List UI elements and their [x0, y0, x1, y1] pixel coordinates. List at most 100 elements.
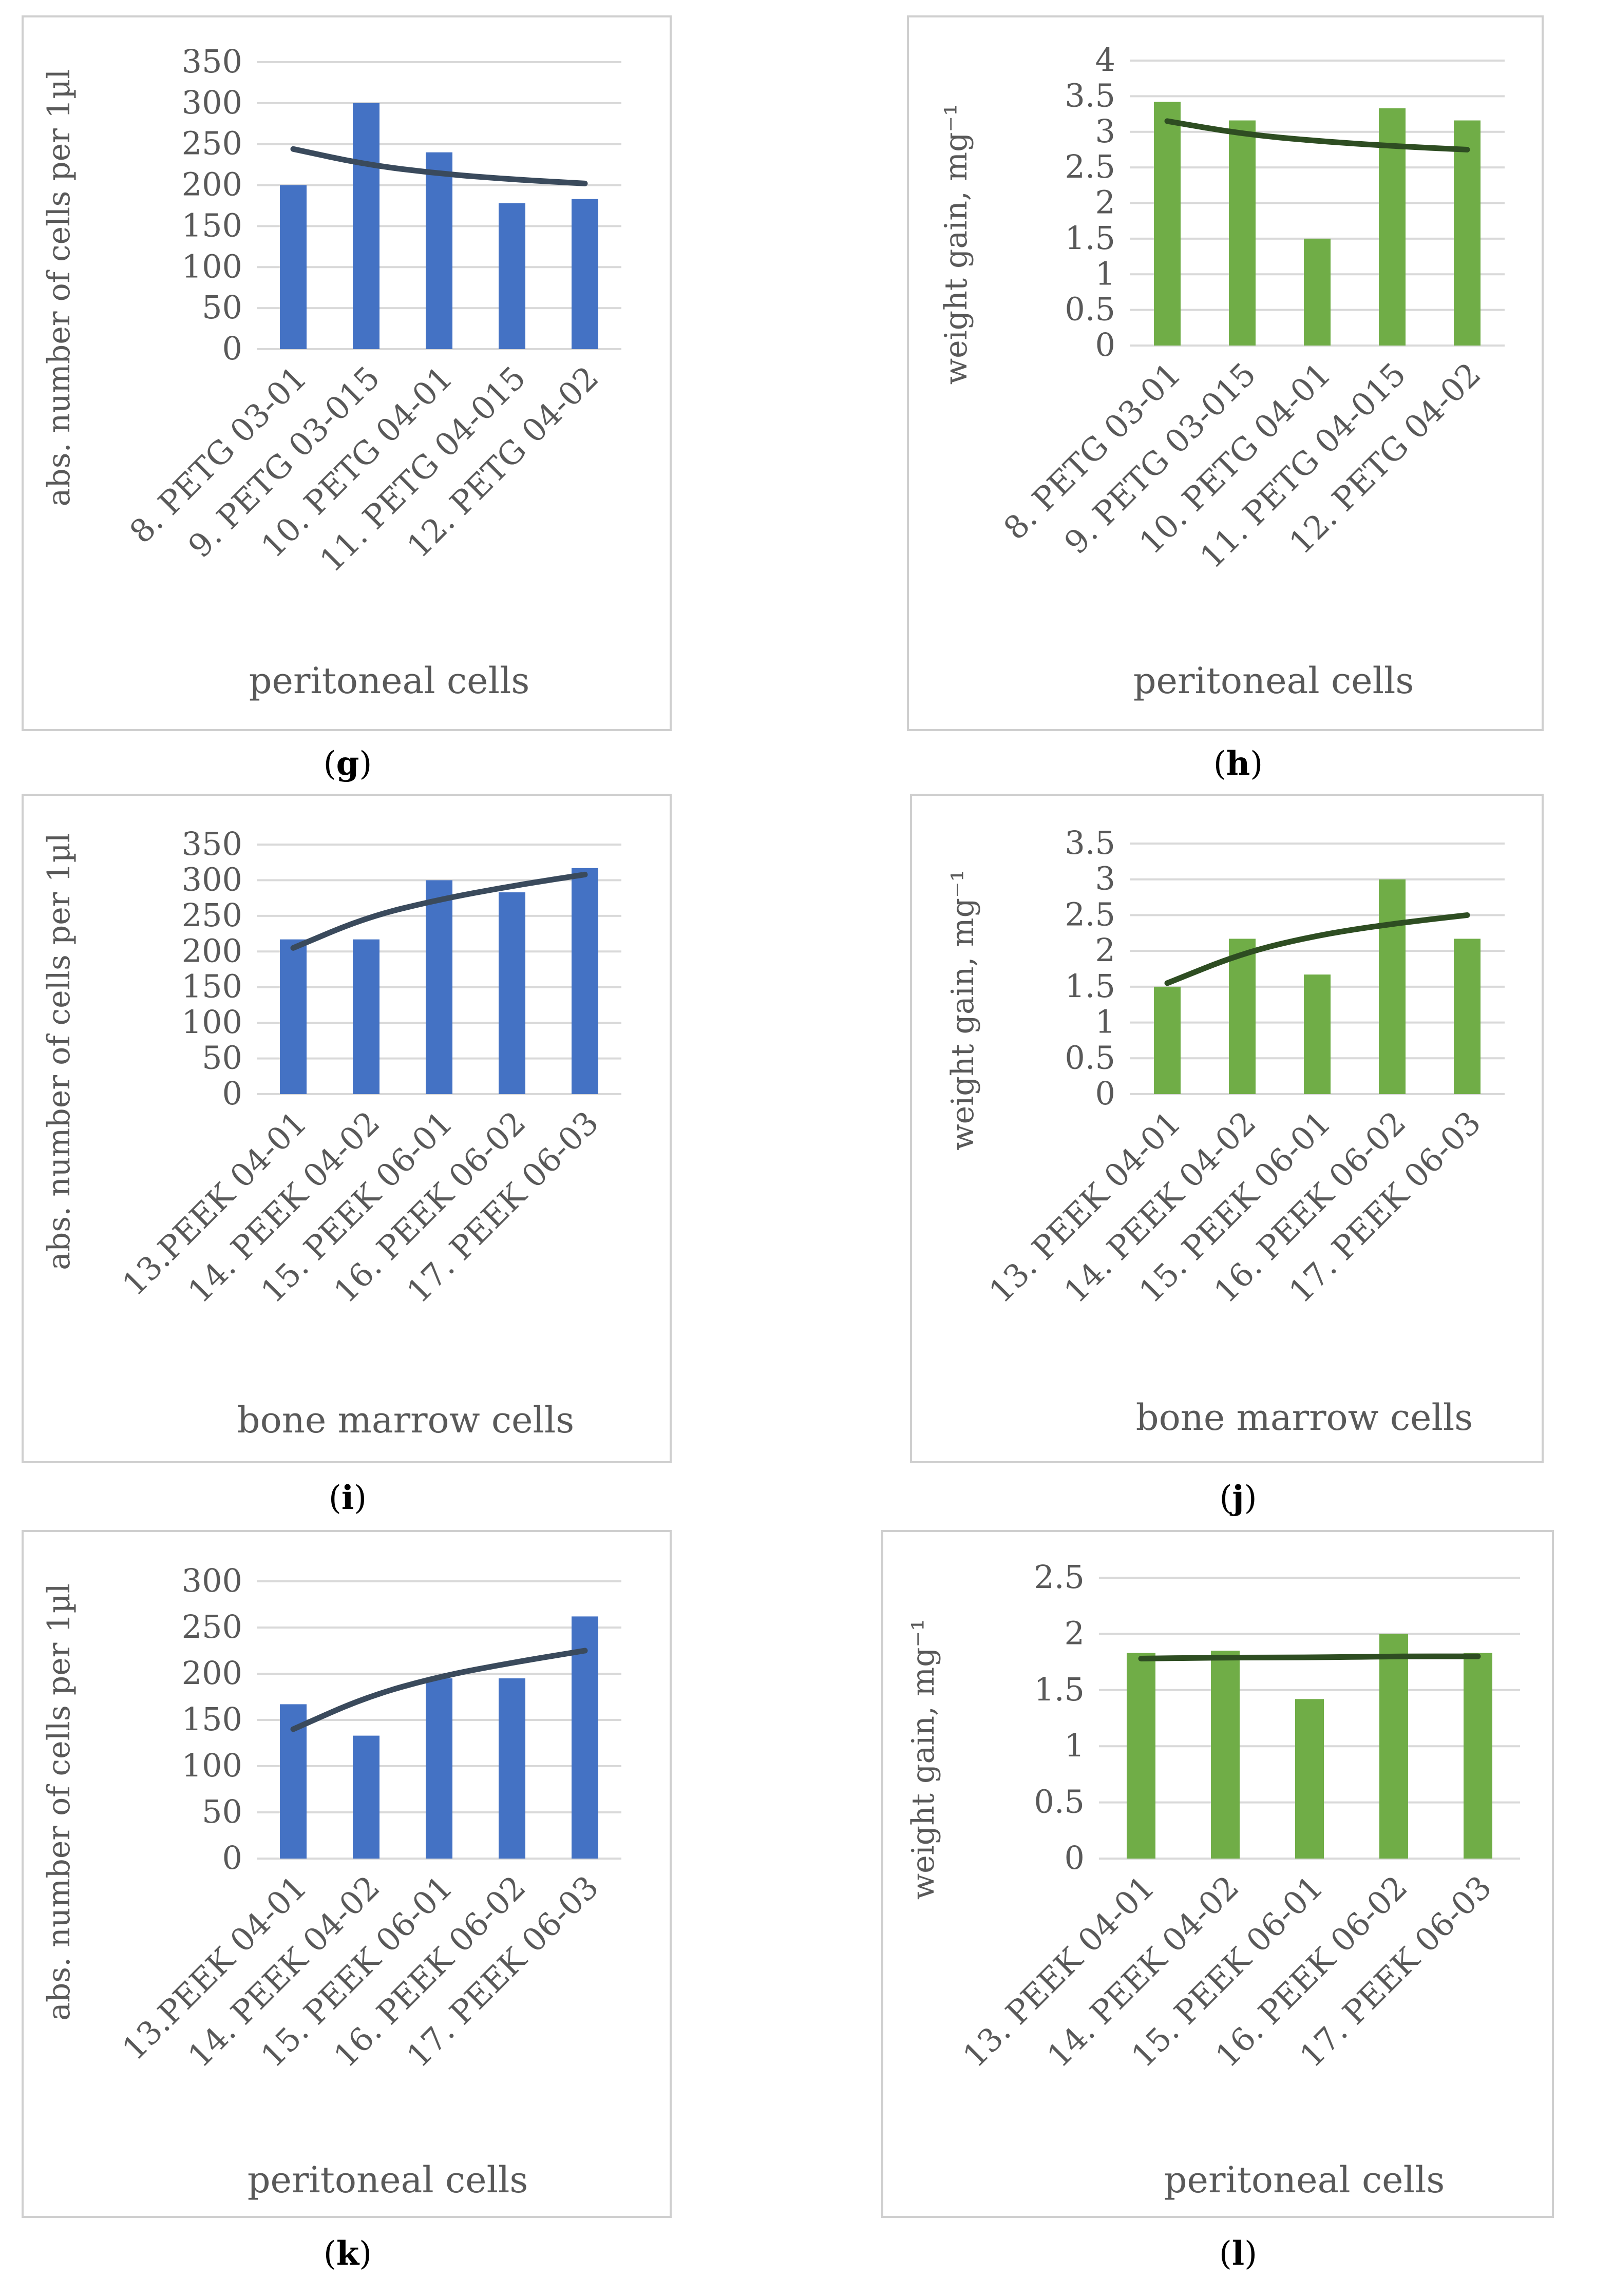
bar — [353, 103, 379, 349]
caption-i: (i) — [328, 1479, 367, 1517]
bar — [499, 1678, 525, 1859]
bar — [1295, 1699, 1324, 1859]
y-tick-label: 350 — [182, 43, 242, 80]
bar — [280, 939, 307, 1094]
x-axis-title: peritoneal cells — [1164, 2159, 1445, 2201]
bar — [1154, 102, 1181, 346]
trendline — [290, 1648, 588, 1732]
y-tick-label: 0.5 — [1065, 1039, 1115, 1076]
bar — [1454, 120, 1481, 346]
bar — [1304, 238, 1331, 346]
x-axis-title: bone marrow cells — [237, 1399, 574, 1441]
y-tick-label: 3 — [1095, 860, 1115, 897]
y-tick-label: 50 — [202, 289, 242, 326]
trendline — [290, 146, 588, 186]
y-tick-label: 0 — [1095, 1075, 1115, 1112]
bar — [572, 199, 598, 349]
bar — [499, 892, 525, 1094]
panel-h — [907, 15, 1544, 731]
panel-k — [22, 1530, 672, 2218]
y-tick-label: 1.5 — [1065, 219, 1115, 257]
y-tick-label: 150 — [182, 206, 242, 244]
y-tick-label: 1.5 — [1034, 1671, 1085, 1708]
bar — [1229, 939, 1256, 1094]
y-tick-label: 100 — [182, 1003, 242, 1041]
y-tick-label: 2 — [1095, 184, 1115, 221]
trendline — [1164, 912, 1470, 986]
y-tick-label: 150 — [182, 1700, 242, 1738]
y-axis-title: abs. number of cells per 1µl — [41, 1583, 77, 2021]
y-axis-title: abs. number of cells per 1µl — [41, 833, 77, 1270]
bar — [499, 203, 525, 349]
bar — [1154, 986, 1181, 1094]
y-tick-label: 3.5 — [1065, 76, 1115, 114]
x-axis-title: peritoneal cells — [248, 2159, 528, 2201]
y-tick-label: 0 — [1065, 1839, 1085, 1877]
y-tick-label: 3.5 — [1065, 824, 1115, 862]
caption-h: (h) — [1213, 744, 1263, 783]
bar — [572, 1616, 598, 1859]
y-tick-label: 250 — [182, 1608, 242, 1646]
y-axis-title: weight gain, mg⁻¹ — [945, 869, 981, 1150]
panel-j — [910, 794, 1544, 1463]
y-tick-label: 50 — [202, 1039, 242, 1077]
y-tick-label: 1 — [1095, 1003, 1115, 1041]
y-tick-label: 4 — [1095, 41, 1115, 79]
bar — [1464, 1653, 1492, 1859]
trendline — [1164, 118, 1470, 152]
y-tick-label: 200 — [182, 1654, 242, 1692]
y-tick-label: 200 — [182, 932, 242, 969]
bar — [353, 939, 379, 1094]
y-tick-label: 0 — [222, 1075, 242, 1112]
y-tick-label: 2.5 — [1065, 148, 1115, 185]
y-tick-label: 200 — [182, 166, 242, 203]
y-tick-label: 1 — [1095, 255, 1115, 292]
x-axis-title: peritoneal cells — [1133, 660, 1414, 702]
caption-g: (g) — [323, 744, 372, 783]
y-tick-label: 0 — [1095, 326, 1115, 363]
y-tick-label: 300 — [182, 860, 242, 898]
x-axis-title: peritoneal cells — [249, 660, 530, 702]
bar — [1229, 120, 1256, 346]
y-tick-label: 300 — [182, 84, 242, 121]
y-tick-label: 0.5 — [1034, 1783, 1085, 1821]
y-tick-label: 0 — [222, 1839, 242, 1877]
y-tick-label: 0 — [222, 330, 242, 367]
y-tick-label: 0.5 — [1065, 291, 1115, 328]
y-tick-label: 2.5 — [1065, 895, 1115, 933]
y-axis-title: weight gain, mg⁻¹ — [938, 104, 974, 385]
panel-l — [881, 1530, 1554, 2218]
bar — [1379, 879, 1406, 1094]
y-tick-label: 100 — [182, 1747, 242, 1784]
caption-j: (j) — [1219, 1479, 1257, 1517]
panel-i — [22, 794, 672, 1463]
y-tick-label: 1 — [1065, 1727, 1085, 1764]
y-tick-label: 250 — [182, 125, 242, 162]
bar — [1211, 1651, 1240, 1859]
y-tick-label: 50 — [202, 1793, 242, 1830]
bar — [426, 1678, 452, 1859]
panel-g — [22, 15, 672, 731]
y-tick-label: 100 — [182, 247, 242, 285]
bar — [1304, 974, 1331, 1094]
x-axis-title: bone marrow cells — [1136, 1396, 1473, 1439]
y-axis-title: abs. number of cells per 1µl — [41, 69, 77, 507]
trendline — [1138, 1653, 1481, 1662]
bar — [426, 152, 452, 349]
y-tick-label: 1.5 — [1065, 967, 1115, 1005]
y-tick-label: 350 — [182, 825, 242, 863]
y-tick-label: 2 — [1065, 1614, 1085, 1652]
bar — [353, 1735, 379, 1859]
bar — [426, 880, 452, 1094]
caption-k: (k) — [323, 2234, 372, 2273]
y-tick-label: 3 — [1095, 112, 1115, 150]
y-tick-label: 250 — [182, 896, 242, 934]
y-tick-label: 300 — [182, 1562, 242, 1599]
bar — [1127, 1653, 1155, 1859]
